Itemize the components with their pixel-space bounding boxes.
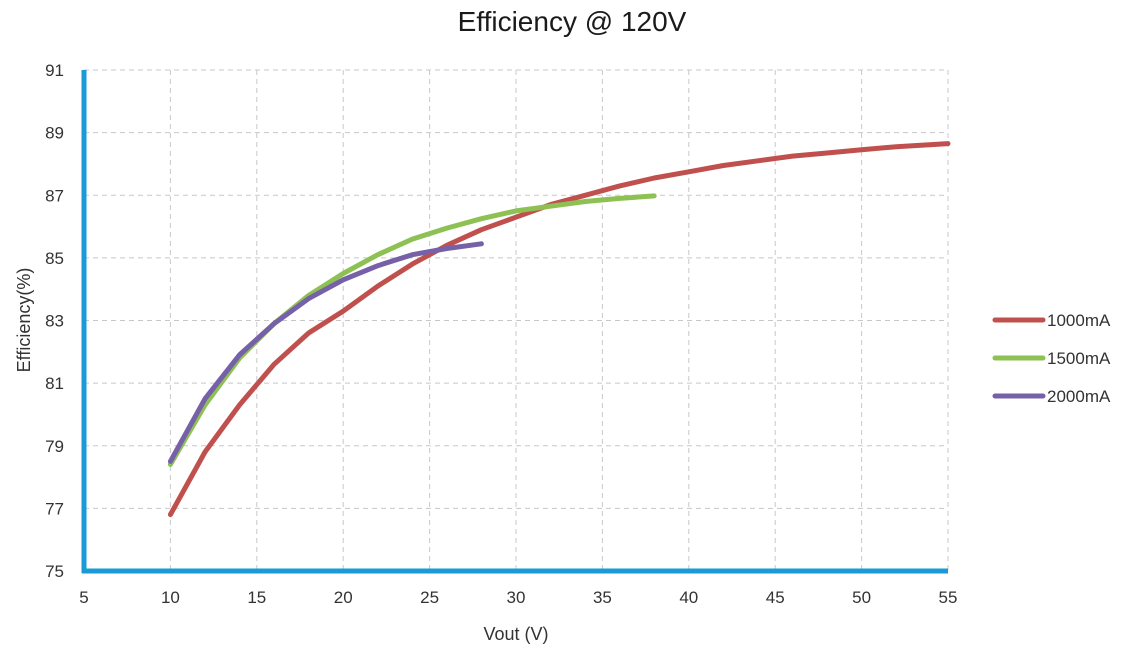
y-tick-label: 85 — [45, 249, 64, 268]
axes — [81, 70, 948, 574]
grid — [84, 69, 949, 571]
legend-label: 2000mA — [1047, 387, 1111, 406]
legend-item-1000ma: 1000mA — [992, 311, 1111, 330]
x-tick-label: 50 — [852, 588, 871, 607]
x-tick-label: 25 — [420, 588, 439, 607]
legend-label: 1500mA — [1047, 349, 1111, 368]
y-tick-label: 83 — [45, 312, 64, 331]
series-lines — [167, 141, 951, 518]
x-tick-label: 40 — [679, 588, 698, 607]
y-tick-label: 89 — [45, 124, 64, 143]
series-line-1500ma — [167, 193, 657, 467]
y-tick-label: 91 — [45, 61, 64, 80]
x-tick-label: 20 — [334, 588, 353, 607]
y-tick-label: 87 — [45, 186, 64, 205]
series-line-2000ma — [167, 241, 484, 464]
x-axis-title: Vout (V) — [483, 624, 548, 644]
y-tick-label: 77 — [45, 499, 64, 518]
y-tick-label: 79 — [45, 437, 64, 456]
x-tick-label: 30 — [507, 588, 526, 607]
y-tick-label: 81 — [45, 374, 64, 393]
x-tick-label: 10 — [161, 588, 180, 607]
x-tick-label: 15 — [247, 588, 266, 607]
x-tick-label: 45 — [766, 588, 785, 607]
legend-item-2000ma: 2000mA — [992, 387, 1111, 406]
legend-item-1500ma: 1500mA — [992, 349, 1111, 368]
y-tick-label: 75 — [45, 562, 64, 581]
legend: 1000mA 1500mA 2000mA — [992, 311, 1111, 406]
series-line-1000ma — [167, 141, 951, 518]
tick-labels: 5 10 15 20 25 30 35 40 45 50 55 75 77 79 81 83 85 87 89 91 — [45, 61, 957, 607]
x-tick-label: 55 — [939, 588, 958, 607]
x-tick-label: 35 — [593, 588, 612, 607]
chart-title: Efficiency @ 120V — [458, 6, 687, 37]
x-tick-label: 5 — [79, 588, 88, 607]
y-axis-title: Efficiency(%) — [14, 268, 34, 373]
legend-label: 1000mA — [1047, 311, 1111, 330]
